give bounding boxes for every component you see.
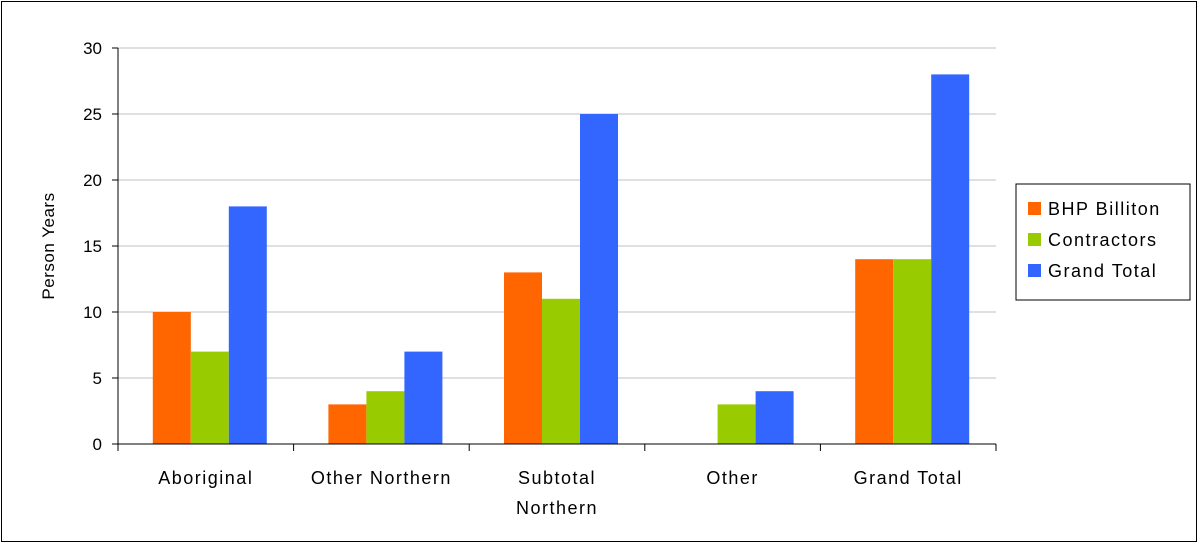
- y-axis-title: Person Years: [39, 192, 58, 299]
- legend-swatch: [1028, 264, 1041, 277]
- y-tick-label: 10: [83, 303, 102, 322]
- y-tick-label: 5: [93, 369, 102, 388]
- bar: [542, 298, 580, 444]
- x-category-label: Other Northern: [311, 468, 452, 488]
- bar: [855, 259, 894, 444]
- legend-swatch: [1028, 202, 1041, 215]
- x-category-label: Other: [706, 468, 759, 488]
- x-category-label: Aboriginal: [158, 468, 253, 488]
- legend-label: Contractors: [1048, 230, 1158, 250]
- bar: [504, 272, 542, 444]
- bar: [404, 351, 443, 444]
- legend-label: BHP Billiton: [1048, 199, 1161, 219]
- y-tick-label: 15: [83, 237, 102, 256]
- bar: [152, 312, 191, 444]
- x-category-label: Grand Total: [854, 468, 963, 488]
- bar: [228, 206, 267, 444]
- legend-box: [1015, 183, 1191, 301]
- y-tick-label: 25: [83, 105, 102, 124]
- bar: [931, 74, 970, 445]
- x-category-label: Northern: [516, 498, 598, 518]
- legend-label: Grand Total: [1048, 261, 1157, 281]
- bar: [893, 259, 932, 444]
- bar: [366, 391, 405, 444]
- x-category-label: Subtotal: [518, 468, 596, 488]
- x-category-labels: Aboriginal Other Northern Subtotal Northern…: [158, 468, 963, 518]
- y-tick-label: 30: [83, 39, 102, 58]
- legend-swatch: [1028, 233, 1041, 246]
- bar: [717, 404, 756, 444]
- bar: [190, 351, 229, 444]
- y-tick-label: 0: [93, 435, 102, 454]
- bars: [152, 74, 970, 445]
- bar: [580, 114, 618, 444]
- axes: [112, 47, 997, 451]
- legend: BHP Billiton Contractors Grand Total: [1015, 183, 1191, 301]
- y-tick-labels: 0 5 10 15 20 25 30: [83, 39, 102, 454]
- y-tick-label: 20: [83, 171, 102, 190]
- bar: [328, 404, 367, 444]
- bar: [755, 391, 794, 444]
